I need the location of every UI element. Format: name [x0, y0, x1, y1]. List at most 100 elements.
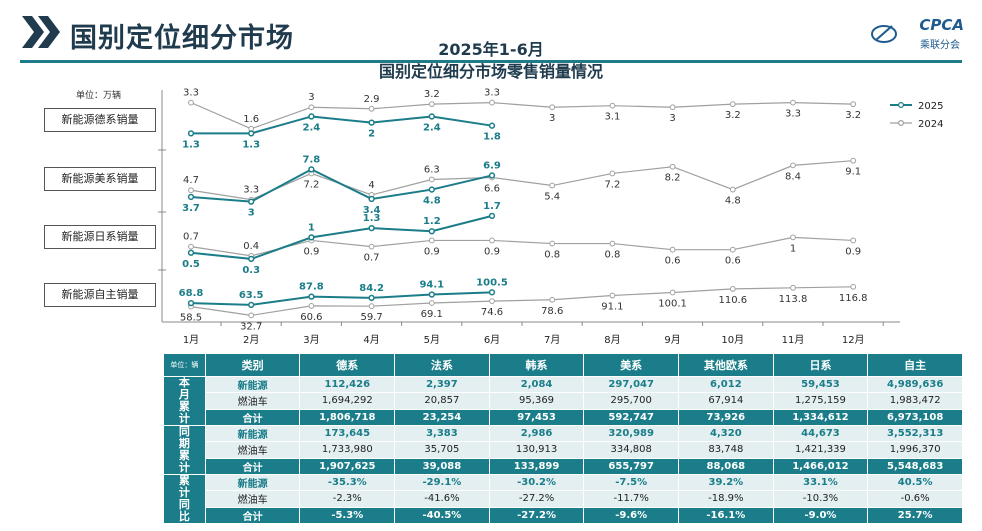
table-cell: 320,989 — [583, 424, 680, 443]
table-cell: -29.1% — [394, 473, 490, 492]
data-label-2025: 1.7 — [483, 201, 501, 212]
table-cell: 1,694,292 — [299, 392, 396, 410]
table-cell: -16.1% — [678, 506, 774, 525]
table-cell: -41.6% — [394, 490, 490, 508]
data-label-2025: 1.3 — [363, 213, 381, 224]
table-cell: 1,334,612 — [772, 408, 869, 427]
series-2024-point — [790, 284, 796, 291]
table-cell: 25.7% — [867, 506, 963, 525]
data-label-2024: 4.8 — [725, 196, 741, 207]
table-cell: 1,996,370 — [867, 441, 963, 459]
table-row-label: 新能源 — [204, 473, 301, 492]
x-tick-label: 9月 — [664, 334, 680, 346]
table-row: 同期累计新能源 173,645 3,383 2,986 320,989 4,320 44,6… — [163, 424, 963, 475]
data-label-2024: 3.2 — [845, 110, 861, 121]
series-2025-point — [248, 301, 255, 309]
table-row-label: 合计 — [204, 408, 301, 427]
series-2025-point — [248, 130, 255, 137]
series-2025-point — [488, 212, 496, 219]
data-label-2024: 58.5 — [180, 313, 202, 324]
table-cell: 1,733,980 — [299, 441, 396, 459]
data-label-2024: 59.7 — [360, 312, 382, 323]
unit-label: 单位：万辆 — [76, 91, 122, 101]
data-label-2025: 0.5 — [182, 259, 200, 270]
data-label-2024: 4 — [368, 180, 374, 191]
table-cell: 5,548,683 — [867, 457, 963, 476]
series-2024-point — [549, 104, 556, 111]
data-label-2024: 0.9 — [484, 246, 500, 257]
series-2024-point — [188, 187, 194, 194]
series-2024-point — [549, 182, 556, 189]
series-2025-point — [488, 289, 496, 296]
data-label-2024: 100.1 — [658, 298, 687, 309]
data-label-2024: 3.1 — [604, 112, 620, 123]
table-cell: 39,088 — [394, 457, 490, 476]
data-label-2025: 2 — [368, 129, 375, 140]
series-2024-point — [489, 99, 495, 106]
table-row-label: 燃油车 — [204, 441, 301, 459]
chart-title: 2025年1-6月 — [438, 40, 544, 59]
table-cell: -11.7% — [583, 490, 680, 508]
table-cell: 6,973,108 — [867, 408, 963, 427]
table-cell: -10.3% — [772, 490, 869, 508]
table-cell: -9.6% — [583, 506, 680, 525]
table-header: 自主 — [867, 353, 963, 377]
data-label-2025: 0.3 — [242, 265, 260, 276]
data-label-2024: 3.2 — [424, 89, 440, 100]
data-label-2024: 3.3 — [183, 88, 199, 99]
series-2025-point — [187, 130, 195, 137]
table-cell: 97,453 — [488, 408, 585, 427]
data-label-2024: 3.3 — [484, 88, 500, 99]
data-label-2024: 5.4 — [544, 192, 560, 203]
series-2024-point — [609, 170, 616, 177]
series-2025-line — [191, 115, 493, 135]
data-label-2024: 3.2 — [725, 110, 741, 121]
data-label-2025: 63.5 — [239, 290, 264, 301]
series-2025-line — [190, 291, 493, 306]
series-2025-point — [187, 193, 195, 201]
x-tick-label: 8月 — [604, 334, 620, 346]
series-2024-point — [248, 312, 255, 319]
series-2025-point — [187, 249, 195, 256]
data-label-2025: 68.8 — [179, 288, 204, 299]
table-cell: -2.3% — [299, 490, 396, 508]
table-cell: 295,700 — [583, 392, 680, 410]
table-cell: 6,012 — [678, 375, 774, 394]
table-cell: 592,747 — [583, 408, 680, 427]
data-label-2024: 4.7 — [183, 175, 199, 186]
series-2024-point — [549, 296, 556, 303]
series-2024-point — [729, 285, 736, 292]
series-2024-point — [428, 176, 435, 183]
table-header: 韩系 — [488, 353, 585, 377]
data-label-2024: 0.9 — [845, 246, 861, 257]
table-cell: 4,320 — [678, 424, 774, 443]
table-header: 其他欧系 — [678, 353, 774, 377]
chevron-logo-icon — [22, 16, 60, 48]
data-label-2024: 8.4 — [785, 171, 801, 182]
table-cell: 23,254 — [394, 408, 490, 427]
cpca-logo-icon — [871, 25, 897, 43]
series-2025-point — [428, 113, 435, 120]
series-2024-point — [368, 105, 375, 112]
data-label-2024: 3 — [669, 113, 675, 124]
data-label-2024: 60.6 — [300, 312, 322, 323]
data-label-2024: 0.9 — [424, 246, 440, 257]
data-label-2025: 100.5 — [476, 277, 508, 288]
data-label-2024: 69.1 — [421, 309, 443, 320]
series-2024-point — [850, 237, 857, 244]
table-row: 合计 1,907,625 39,088 133,899 655,797 88,068 1,4… — [164, 457, 963, 476]
chart-subtitle: 国别定位细分市场零售销量情况 — [378, 62, 603, 81]
table-row: 合计 1,806,718 23,254 97,453 592,747 73,926 1,33… — [164, 408, 963, 427]
series-2024-point — [790, 99, 796, 106]
data-label-2024: 3.3 — [785, 109, 801, 120]
data-label-2024: 0.7 — [364, 253, 380, 264]
table-cell: 3,383 — [394, 424, 490, 443]
data-label-2025: 7.8 — [303, 154, 321, 165]
data-label-2025: 1.3 — [182, 139, 200, 150]
table-cell: 33.1% — [772, 473, 869, 492]
table-row: 燃油车 1,694,292 20,857 95,369 295,700 67,914 1,2… — [164, 392, 963, 410]
series-2025-point — [308, 234, 315, 241]
data-label-2025: 84.2 — [359, 283, 384, 294]
series-2024-point — [790, 162, 796, 169]
table-cell: 4,989,636 — [867, 375, 963, 394]
